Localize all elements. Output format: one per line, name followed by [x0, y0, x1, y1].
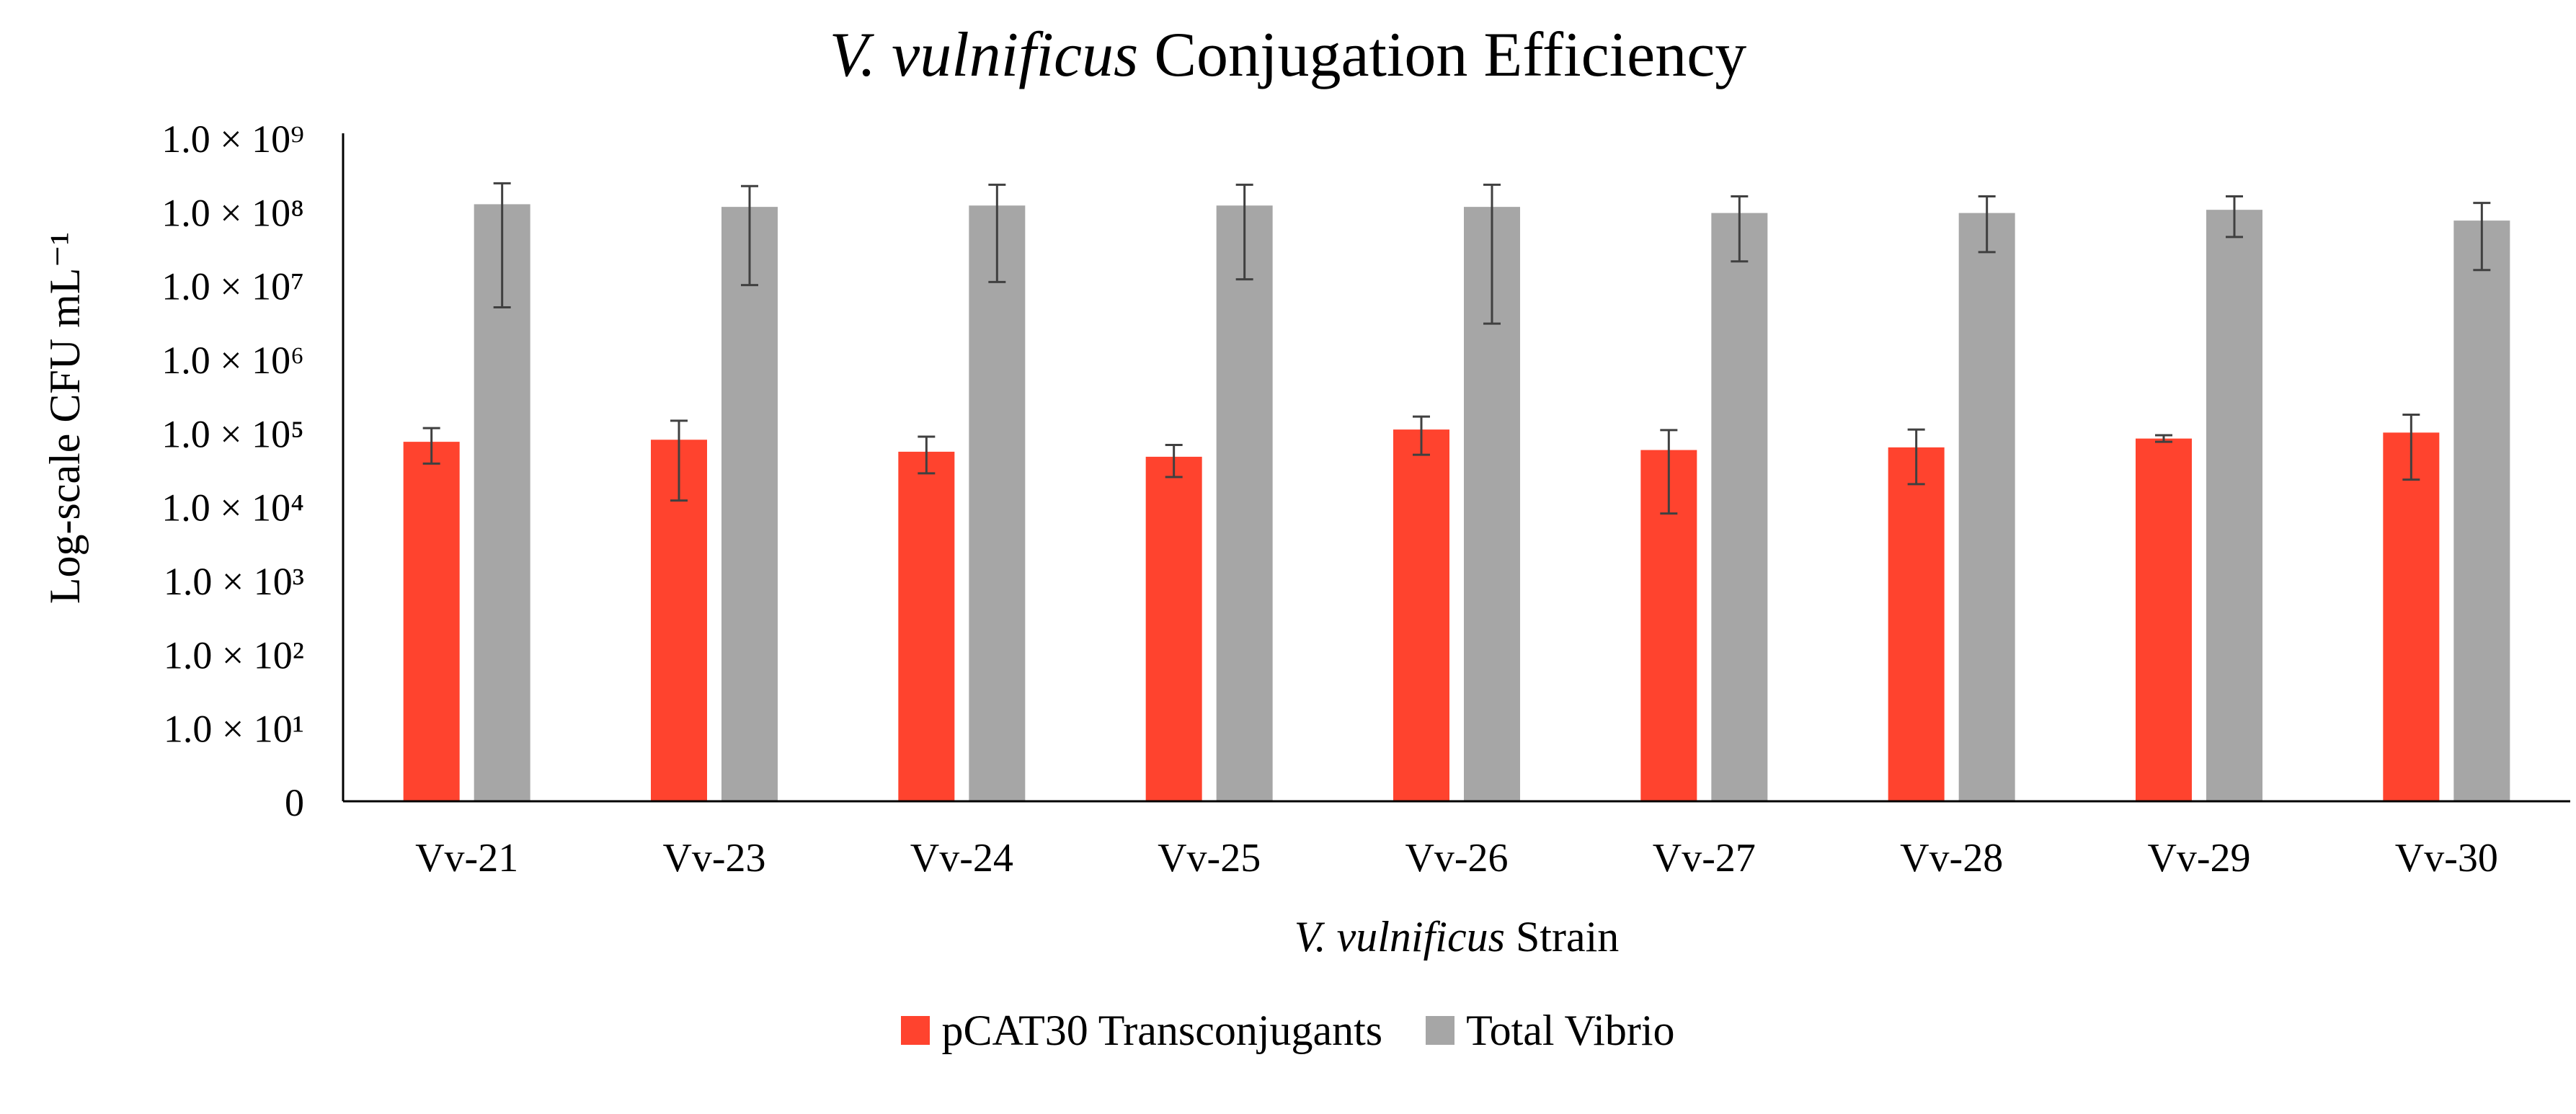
bar-total-vibrio	[1958, 213, 2015, 802]
bar-transconjugants	[1888, 447, 1945, 801]
bar-total-vibrio	[2453, 220, 2510, 801]
x-axis-title: V. vulnificus Strain	[343, 912, 2570, 962]
bars-group	[403, 204, 2510, 802]
legend-swatch-total-vibrio	[1426, 1016, 1455, 1045]
x-tick-label: Vv-28	[1900, 836, 2003, 881]
bar-total-vibrio	[721, 207, 778, 801]
axes-group	[342, 133, 2570, 803]
legend-swatch-transconjugants	[901, 1016, 931, 1045]
bar-transconjugants	[403, 442, 460, 801]
y-tick-label: 1.0 × 10⁷	[161, 265, 304, 308]
legend: pCAT30 Transconjugants Total Vibrio	[0, 1002, 2576, 1059]
bar-transconjugants	[1145, 456, 1202, 801]
x-axis-title-italic: V. vulnificus	[1294, 913, 1505, 961]
x-axis-title-rest: Strain	[1504, 913, 1620, 961]
y-tick-label: 1.0 × 10⁶	[161, 339, 304, 382]
error-bars-group	[422, 182, 2491, 515]
x-tick-labels: Vv-21 Vv-23 Vv-24 Vv-25 Vv-26 Vv-27 Vv-28 Vv-29…	[415, 836, 2498, 881]
y-tick-label: 0	[285, 781, 304, 824]
y-tick-label: 1.0 × 10⁹	[161, 117, 304, 161]
x-tick-label: Vv-29	[2147, 836, 2250, 881]
chart-title-italic: V. vulnificus	[829, 20, 1139, 90]
chart-title-rest: Conjugation Efficiency	[1138, 20, 1747, 90]
y-tick-label: 1.0 × 10³	[164, 560, 304, 603]
y-tick-label: 1.0 × 10¹	[164, 708, 304, 751]
bar-transconjugants	[2383, 432, 2440, 801]
legend-item-total-vibrio: Total Vibrio	[1426, 1006, 1675, 1056]
x-tick-label: Vv-21	[415, 836, 518, 881]
x-tick-label: Vv-23	[662, 836, 765, 881]
y-tick-label: 1.0 × 10⁵	[161, 412, 304, 455]
x-tick-label: Vv-30	[2395, 836, 2498, 881]
x-tick-label: Vv-27	[1653, 836, 1756, 881]
x-tick-label: Vv-25	[1158, 836, 1261, 881]
bar-total-vibrio	[969, 205, 1026, 801]
bar-transconjugants	[1393, 429, 1449, 801]
bar-transconjugants	[898, 451, 955, 801]
x-tick-label: Vv-26	[1405, 836, 1508, 881]
y-tick-label: 1.0 × 10⁸	[161, 191, 304, 234]
legend-label-transconjugants: pCAT30 Transconjugants	[941, 1006, 1383, 1054]
y-tick-labels: 0 1.0 × 10¹ 1.0 × 10² 1.0 × 10³ 1.0 × 10⁴ 1.0…	[161, 117, 304, 824]
legend-label-total-vibrio: Total Vibrio	[1466, 1006, 1675, 1054]
bar-transconjugants	[2136, 438, 2192, 801]
y-tick-label: 1.0 × 10⁴	[161, 486, 304, 530]
bar-total-vibrio	[1216, 205, 1273, 801]
bar-total-vibrio	[2206, 210, 2262, 802]
chart-title: V. vulnificus Conjugation Efficiency	[0, 16, 2576, 95]
x-tick-label: Vv-24	[910, 836, 1013, 881]
bar-total-vibrio	[1711, 213, 1768, 802]
legend-item-transconjugants: pCAT30 Transconjugants	[901, 1006, 1382, 1056]
y-tick-label: 1.0 × 10²	[164, 633, 304, 677]
